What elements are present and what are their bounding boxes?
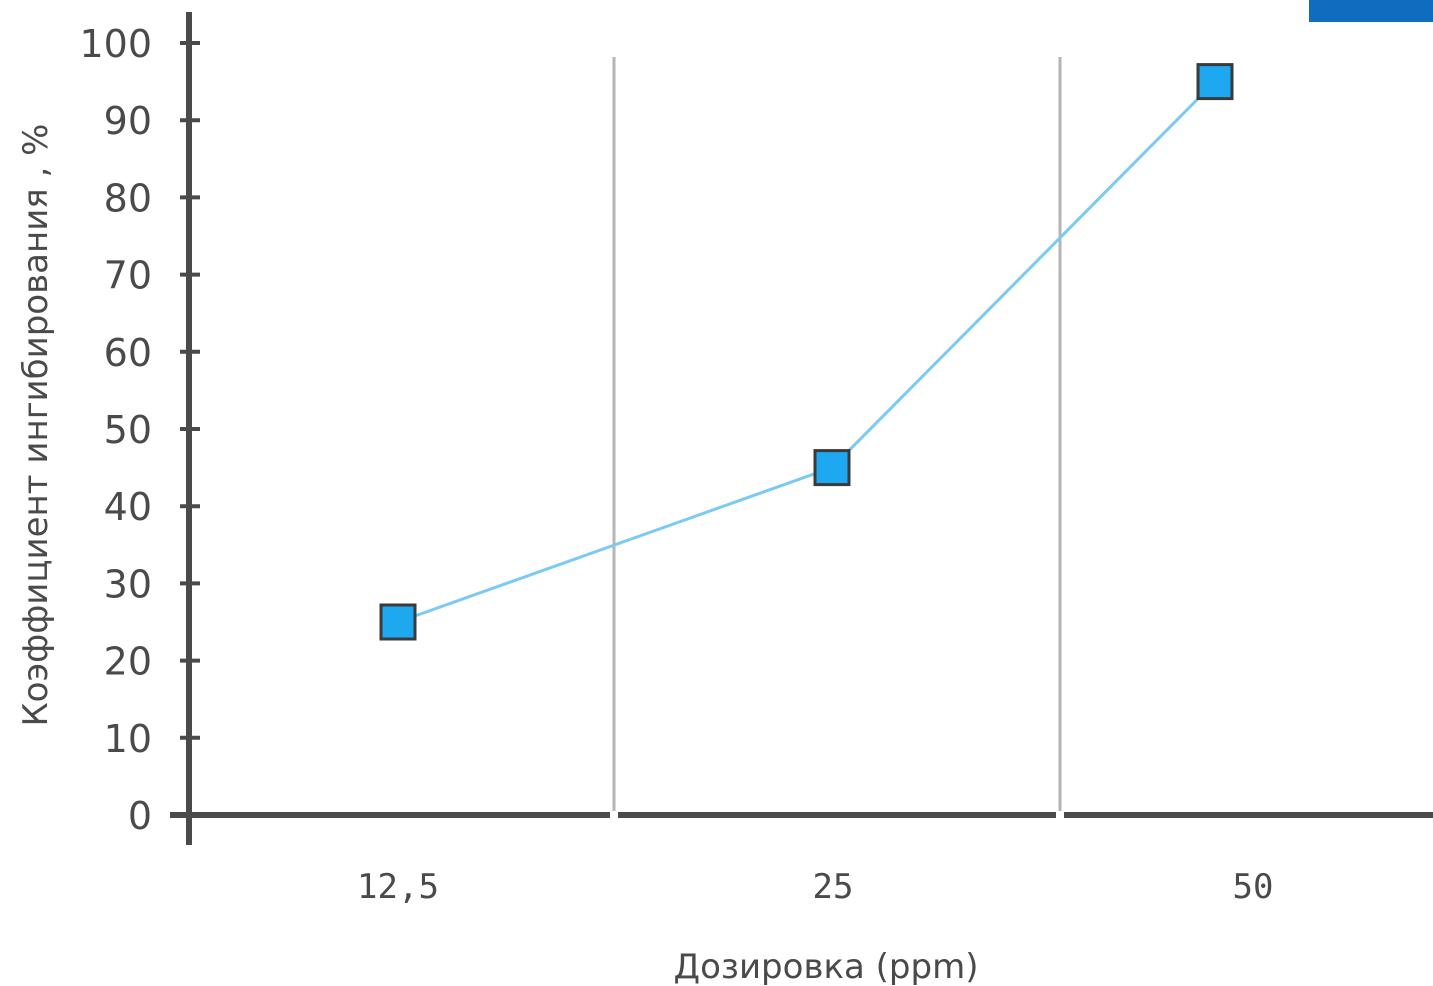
data-point-2 (813, 449, 851, 487)
series-group (379, 63, 1234, 641)
grid-lines (612, 57, 1062, 818)
y-tick-label-40: 40 (104, 485, 152, 529)
y-axis-title: Коэффициент ингибирования , % (16, 124, 56, 727)
y-tick-label-60: 60 (104, 331, 152, 375)
y-tick-label-80: 80 (104, 176, 152, 220)
x-axis-title: Дозировка (ppm) (674, 947, 979, 986)
x-tick-label-1: 12,5 (357, 867, 439, 907)
x-axis-gap-1 (610, 811, 618, 819)
x-axis-ticks: 12,5 25 50 (357, 867, 1273, 907)
y-tick-label-30: 30 (104, 562, 152, 606)
y-axis-ticks: 0 10 20 30 40 50 60 70 80 90 100 (79, 22, 200, 838)
y-tick-label-0: 0 (128, 794, 152, 838)
series-line-1 (397, 80, 1217, 624)
corner-accent-block (1309, 0, 1433, 22)
axes (170, 12, 1433, 845)
x-axis-gap-2 (1056, 811, 1064, 819)
x-tick-label-3: 50 (1233, 867, 1274, 907)
y-tick-label-10: 10 (104, 717, 152, 761)
y-tick-label-20: 20 (104, 640, 152, 684)
y-tick-label-50: 50 (104, 408, 152, 452)
y-tick-label-100: 100 (79, 22, 152, 66)
data-point-3 (1196, 63, 1234, 101)
x-tick-label-2: 25 (813, 867, 854, 907)
y-tick-label-70: 70 (104, 254, 152, 298)
y-tick-label-90: 90 (104, 99, 152, 143)
data-point-1 (379, 603, 417, 641)
